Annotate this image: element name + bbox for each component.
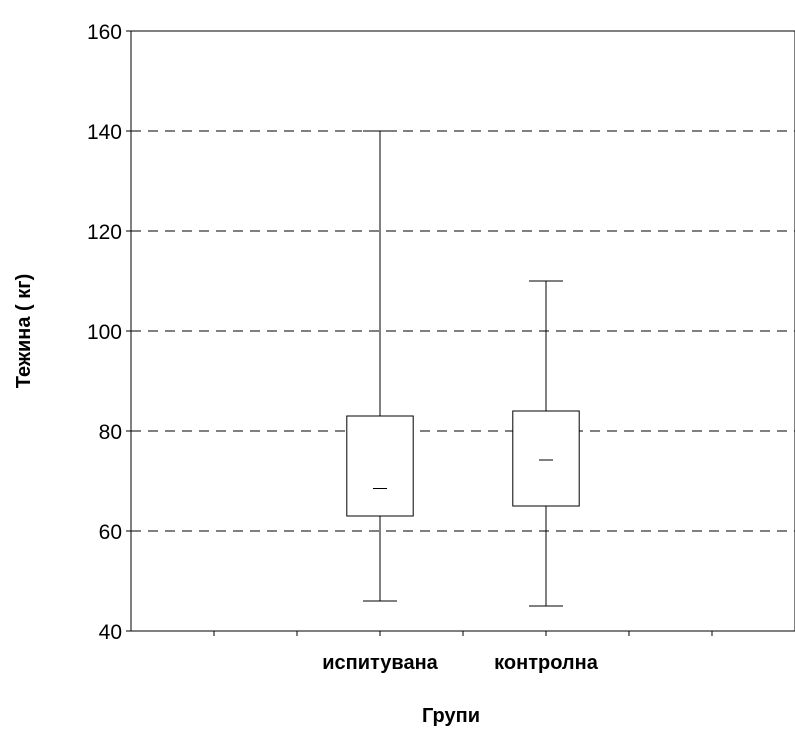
- box-iqr: [512, 410, 580, 507]
- grid-lines: [131, 130, 795, 532]
- category-labels: испитувана контролна: [322, 652, 599, 674]
- x-axis-title: Групи: [422, 705, 480, 727]
- x-axis-ticks: [213, 631, 713, 636]
- y-tick-label: 140: [87, 121, 122, 144]
- box-series: [346, 130, 580, 607]
- y-tick-label: 100: [87, 321, 122, 344]
- category-label: испитувана: [322, 652, 438, 674]
- box-iqr: [346, 415, 414, 517]
- y-axis-ticks: 40 60 80 100 120 140 160: [87, 21, 131, 644]
- y-tick-label: 60: [99, 521, 122, 544]
- y-tick-label: 120: [87, 221, 122, 244]
- category-label: контролна: [494, 652, 599, 674]
- y-tick-label: 160: [87, 21, 122, 44]
- y-axis-title: Тежина ( кг): [13, 274, 35, 389]
- y-tick-label: 80: [99, 421, 122, 444]
- y-tick-label: 40: [99, 621, 122, 644]
